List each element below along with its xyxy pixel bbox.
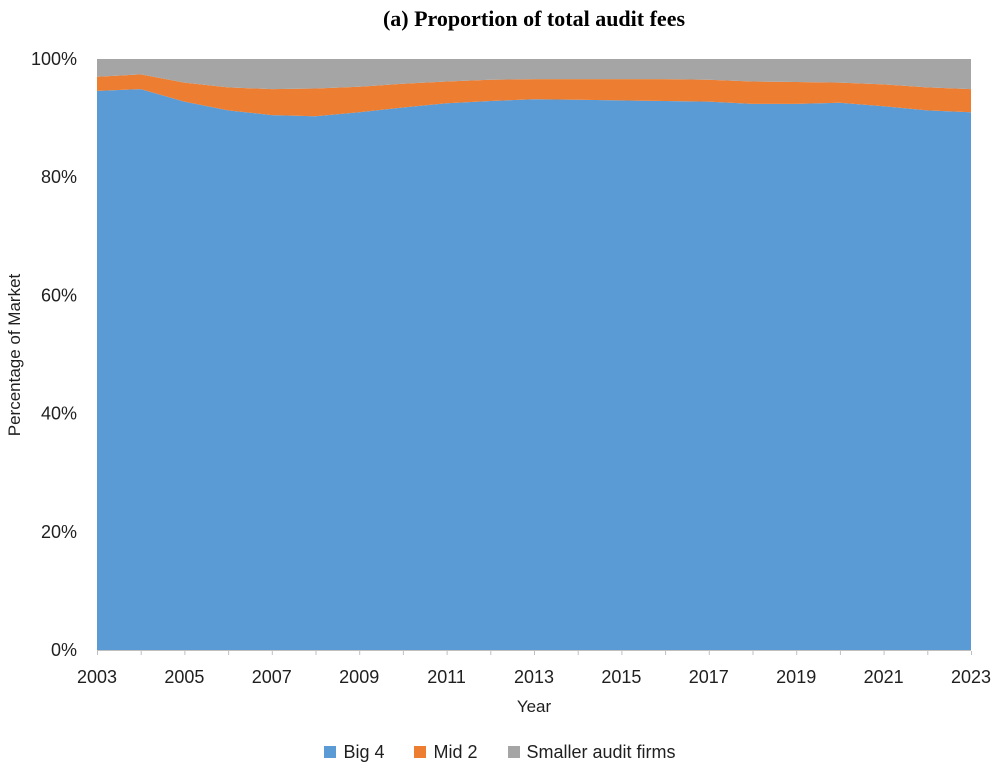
area-big-4 bbox=[97, 89, 971, 651]
x-tick-label: 2021 bbox=[864, 667, 904, 687]
area-series-group bbox=[97, 59, 971, 651]
legend-item-mid-2: Mid 2 bbox=[414, 741, 478, 763]
x-tick-label: 2013 bbox=[514, 667, 554, 687]
y-tick-label: 40% bbox=[41, 404, 77, 424]
legend-swatch-big-4 bbox=[324, 746, 337, 758]
y-tick-label: 60% bbox=[41, 285, 77, 305]
x-tick-label: 2007 bbox=[252, 667, 292, 687]
legend-item-big-4: Big 4 bbox=[324, 742, 384, 763]
x-tick-label: 2009 bbox=[339, 667, 379, 687]
legend-swatch-mid-2 bbox=[414, 746, 427, 758]
y-tick-label: 0% bbox=[51, 640, 77, 660]
tick-labels-group: 0% 20% 40% 60% 80% 100% 2003 2005 2007 2009 2011 20… bbox=[31, 49, 991, 687]
x-tick-label: 2005 bbox=[164, 667, 204, 687]
x-axis-title: Year bbox=[516, 697, 552, 716]
legend-label-big-4: Big 4 bbox=[343, 741, 385, 762]
legend-item-smaller-audit-firms: Smaller audit firms bbox=[507, 741, 676, 763]
x-tick-label: 2015 bbox=[601, 667, 641, 687]
x-tick-label: 2023 bbox=[951, 667, 991, 687]
area-mid-2 bbox=[97, 74, 971, 117]
legend-label-smaller-audit-firms: Smaller audit firms bbox=[526, 741, 676, 762]
y-tick-label: 100% bbox=[31, 49, 77, 69]
y-tick-label: 80% bbox=[41, 167, 77, 187]
x-tick-label: 2017 bbox=[689, 667, 729, 687]
legend-label-mid-2: Mid 2 bbox=[433, 741, 478, 762]
area-smaller-audit-firms bbox=[97, 59, 971, 90]
legend-swatch-smaller-audit-firms bbox=[507, 746, 520, 758]
y-tick-label: 20% bbox=[41, 522, 77, 542]
x-tick-label: 2011 bbox=[427, 667, 466, 687]
x-tick-label: 2003 bbox=[77, 667, 117, 687]
x-tick-label: 2019 bbox=[776, 667, 816, 687]
chart-title: (a) Proportion of total audit fees bbox=[382, 6, 686, 31]
y-axis-title: Percentage of Market bbox=[5, 273, 24, 437]
axis-group bbox=[97, 650, 972, 655]
chart-legend: Big 4 Mid 2 Smaller audit firms bbox=[0, 740, 1000, 764]
